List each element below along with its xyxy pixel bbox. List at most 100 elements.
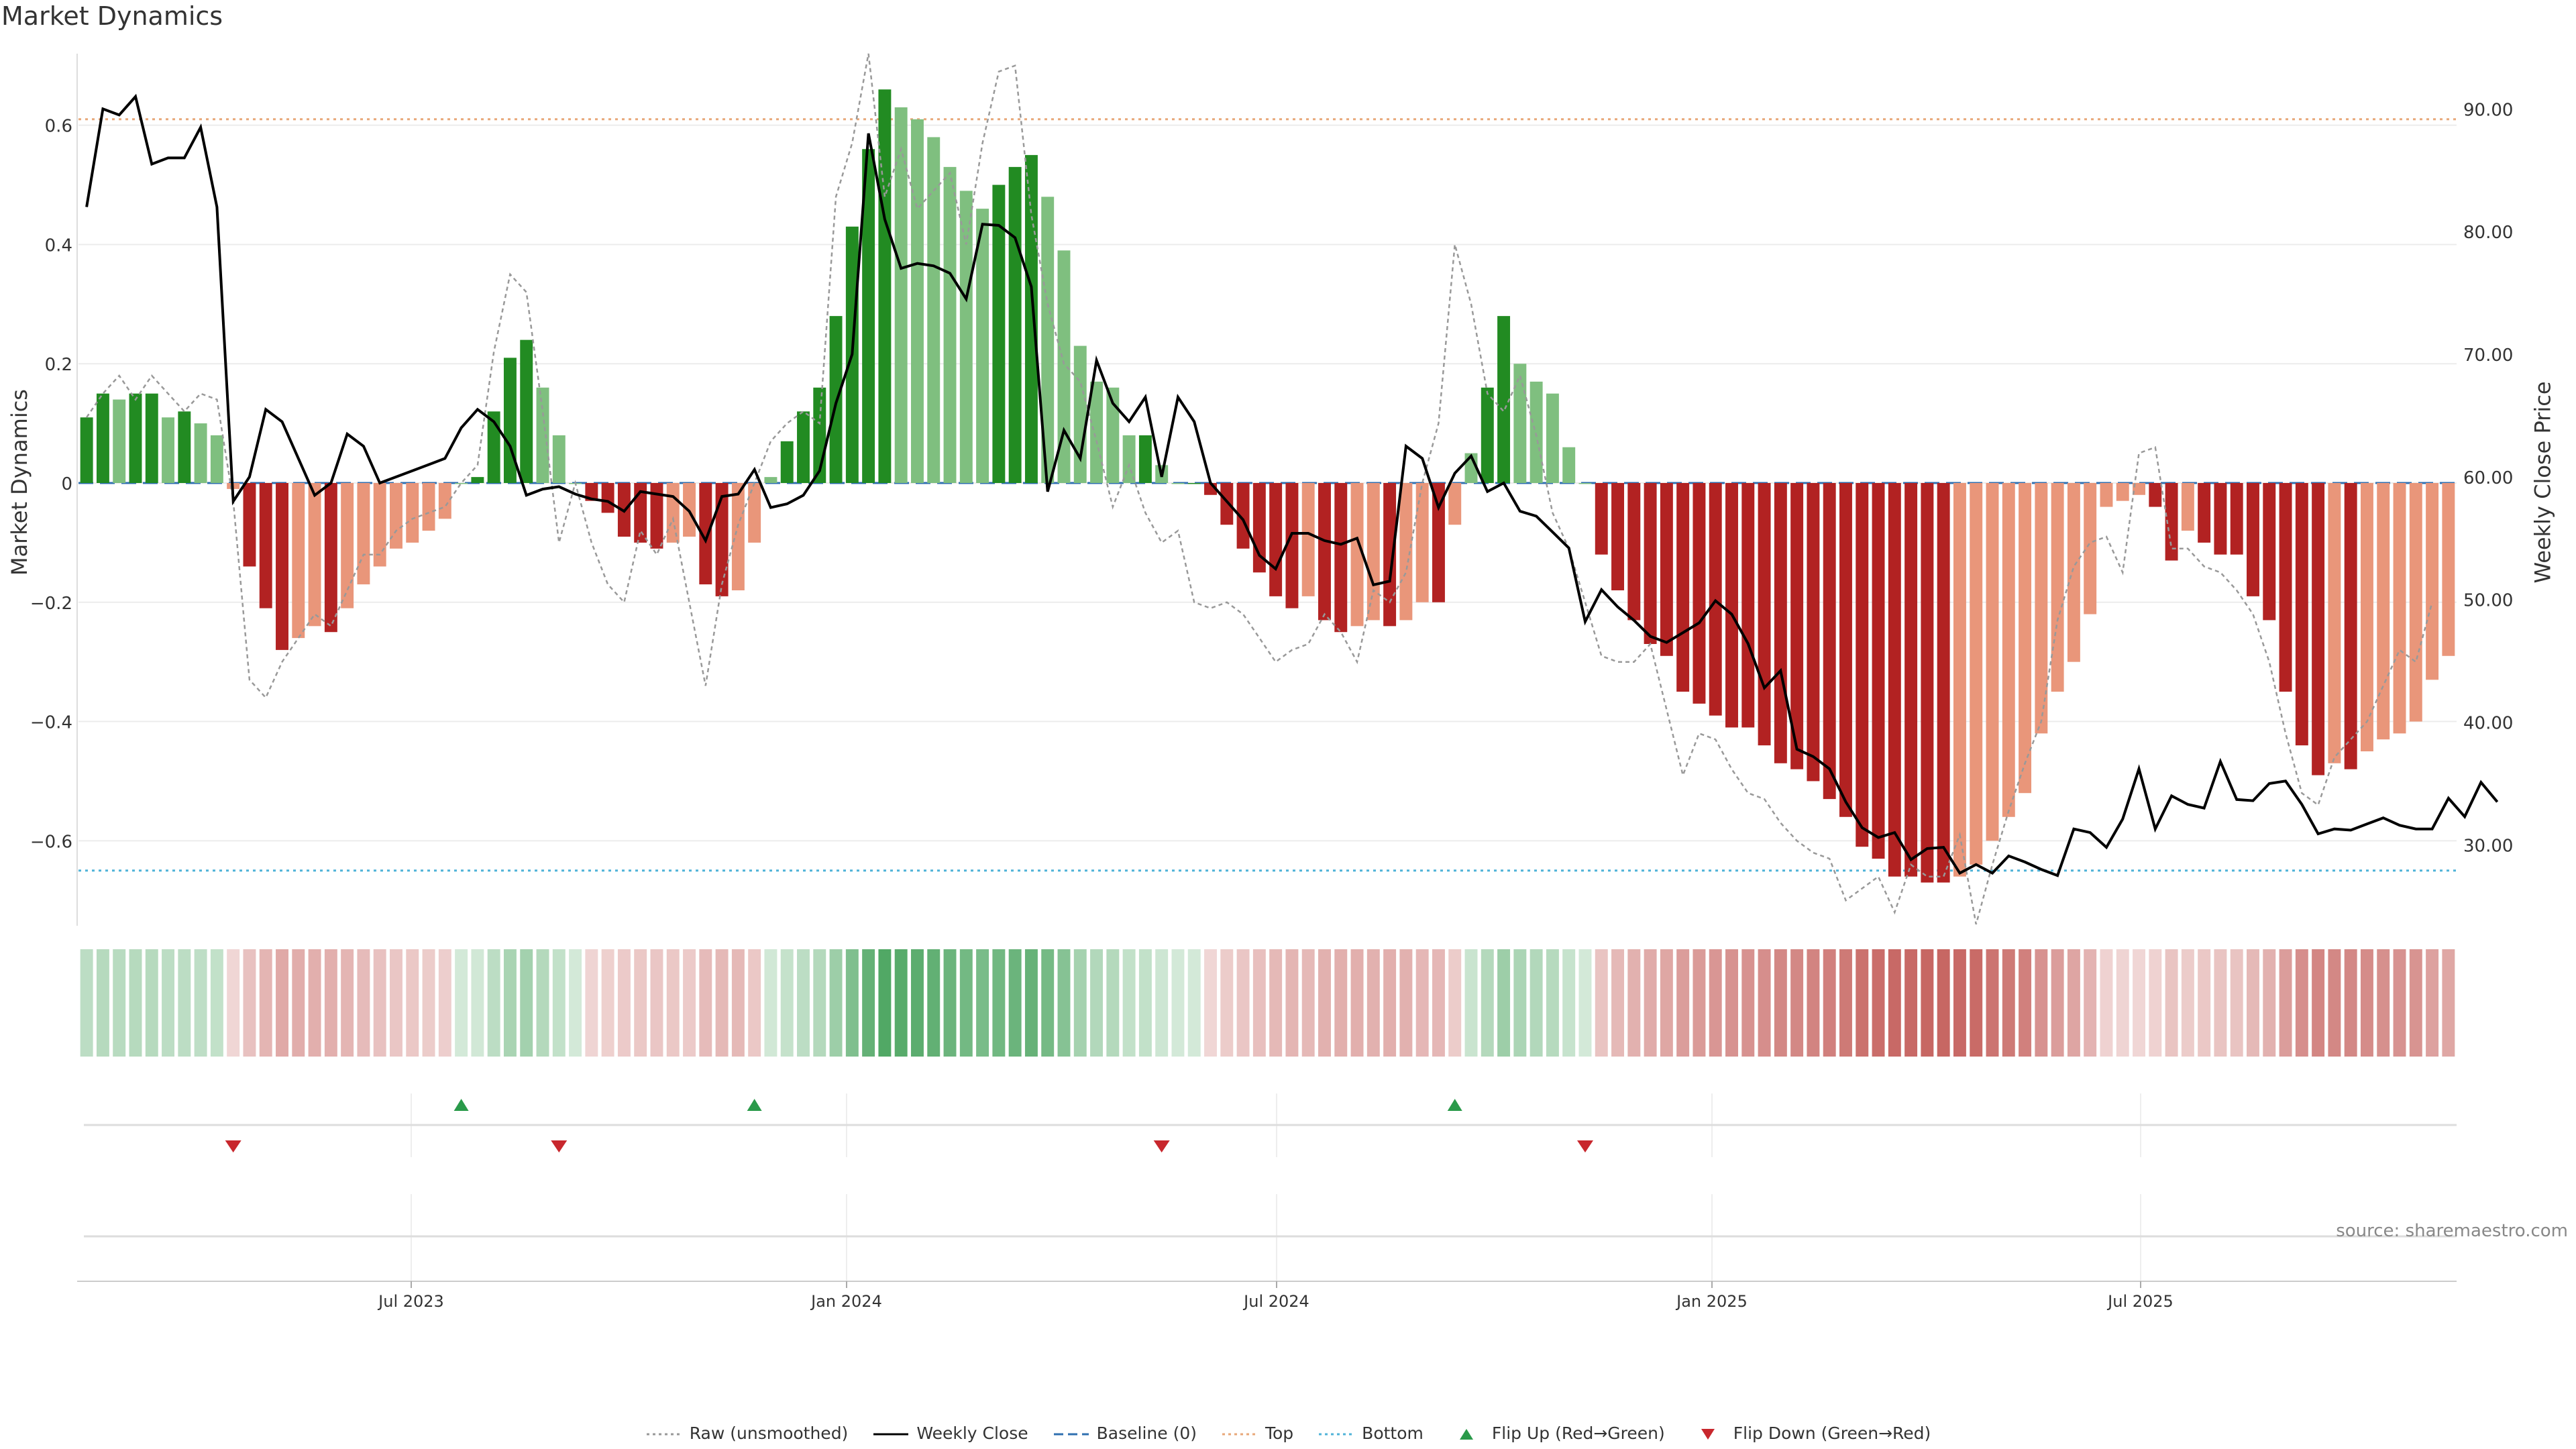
dynamics-bar	[878, 89, 892, 484]
heat-cell	[2149, 949, 2162, 1057]
dynamics-bar	[324, 483, 337, 633]
dynamics-bar	[748, 483, 761, 543]
heat-cell	[1318, 949, 1331, 1057]
heat-cell	[1383, 949, 1397, 1057]
right-tick-label: 40.00	[2463, 714, 2513, 734]
dynamics-bar	[2214, 483, 2227, 555]
heat-cell	[1269, 949, 1283, 1057]
heat-cell	[2019, 949, 2032, 1057]
dynamics-bar	[2426, 483, 2439, 680]
dynamics-bar	[259, 483, 272, 608]
dynamics-bar	[2312, 483, 2325, 775]
dynamics-bar	[1774, 483, 1787, 763]
heat-cell	[1415, 949, 1429, 1057]
left-tick-label: −0.4	[30, 713, 72, 733]
legend-swatch	[1319, 1433, 1354, 1436]
dynamics-bar	[1220, 483, 1234, 525]
dynamics-bar	[650, 483, 663, 549]
heat-cell	[1578, 949, 1592, 1057]
dynamics-bar	[1856, 483, 1869, 847]
heat-cell	[1057, 949, 1071, 1057]
dynamics-bar	[2344, 483, 2357, 769]
raw-unsmoothed-line	[86, 53, 2433, 925]
right-tick-label: 30.00	[2463, 836, 2513, 856]
heat-cell	[2002, 949, 2015, 1057]
dynamics-bar	[357, 483, 370, 585]
dynamics-bar	[2181, 483, 2194, 531]
dynamics-bar	[2165, 483, 2178, 561]
heat-cell	[1921, 949, 1934, 1057]
heat-cell	[2263, 949, 2276, 1057]
heat-cell	[1334, 949, 1348, 1057]
left-tick-label: 0.4	[45, 235, 72, 256]
legend-item: Flip Down (Green→Red)	[1689, 1424, 1931, 1443]
dynamics-bar	[1676, 483, 1690, 692]
dynamics-bar	[2279, 483, 2292, 692]
heat-cell	[715, 949, 729, 1057]
dynamics-bar	[1823, 483, 1836, 800]
legend-label: Top	[1265, 1424, 1294, 1443]
legend-swatch	[1701, 1429, 1715, 1440]
legend-swatch	[1053, 1433, 1089, 1436]
dynamics-bar	[1138, 435, 1152, 483]
dynamics-bar	[862, 149, 875, 483]
dynamics-bar	[194, 423, 207, 483]
heat-cell	[764, 949, 777, 1057]
dynamics-bar	[2198, 483, 2211, 543]
dynamics-bar	[1758, 483, 1771, 746]
dynamics-bar	[1839, 483, 1852, 817]
left-y-axis-label: Market Dynamics	[6, 389, 32, 576]
heat-cell	[2214, 949, 2227, 1057]
legend-label: Flip Up (Red→Green)	[1491, 1424, 1665, 1443]
dynamics-bar	[601, 483, 614, 513]
legend-item: Top	[1221, 1424, 1293, 1443]
heat-cell	[927, 949, 941, 1057]
heat-cell	[308, 949, 321, 1057]
heat-cell	[2084, 949, 2097, 1057]
dynamics-bar	[2328, 483, 2341, 763]
heat-cell	[666, 949, 680, 1057]
dynamics-bar	[910, 119, 924, 483]
flip-down-marker	[1576, 1140, 1593, 1152]
dynamics-bar	[2035, 483, 2048, 734]
left-tick-label: −0.6	[30, 832, 72, 852]
dynamics-bar	[373, 483, 386, 567]
dynamics-bar	[1350, 483, 1364, 627]
dynamics-bar	[1953, 483, 1966, 877]
right-tick-label: 90.00	[2463, 100, 2513, 120]
heat-cell	[1041, 949, 1055, 1057]
tick-labels: 0.6 0.4 0.2 0 −0.2 −0.4 −0.6 90.00 80.00 70.00 60.…	[30, 100, 2514, 1311]
dynamics-bar	[162, 417, 175, 483]
dynamics-bar	[2084, 483, 2097, 614]
heat-cell	[80, 949, 93, 1057]
heat-cell	[1725, 949, 1738, 1057]
heat-cell	[2198, 949, 2211, 1057]
heat-cell	[2295, 949, 2308, 1057]
dynamics-bar	[797, 411, 810, 483]
heat-cell	[1122, 949, 1136, 1057]
heat-cell	[1904, 949, 1918, 1057]
heat-cell	[1220, 949, 1234, 1057]
heat-cell	[2067, 949, 2080, 1057]
right-tick-label: 60.00	[2463, 468, 2513, 488]
dynamics-bar	[341, 483, 354, 608]
heat-cell	[910, 949, 924, 1057]
dynamics-bar	[1937, 483, 1950, 883]
dynamics-bar	[2133, 483, 2145, 495]
legend-swatch	[873, 1433, 909, 1436]
dynamics-bar	[1041, 197, 1055, 483]
heat-cell	[2247, 949, 2259, 1057]
heat-cell	[1644, 949, 1657, 1057]
heat-cell	[129, 949, 142, 1057]
heat-cell	[1741, 949, 1755, 1057]
dynamics-bar	[1399, 483, 1413, 621]
heat-cell	[1595, 949, 1608, 1057]
legend-item: Weekly Close	[872, 1424, 1028, 1443]
dynamics-bar	[1497, 316, 1511, 483]
dynamics-bar	[1090, 381, 1104, 483]
heat-cell	[845, 949, 859, 1057]
dynamics-bar	[2377, 483, 2390, 740]
heat-cell	[894, 949, 908, 1057]
heat-cell	[813, 949, 826, 1057]
weekly-close-line	[85, 93, 2499, 877]
